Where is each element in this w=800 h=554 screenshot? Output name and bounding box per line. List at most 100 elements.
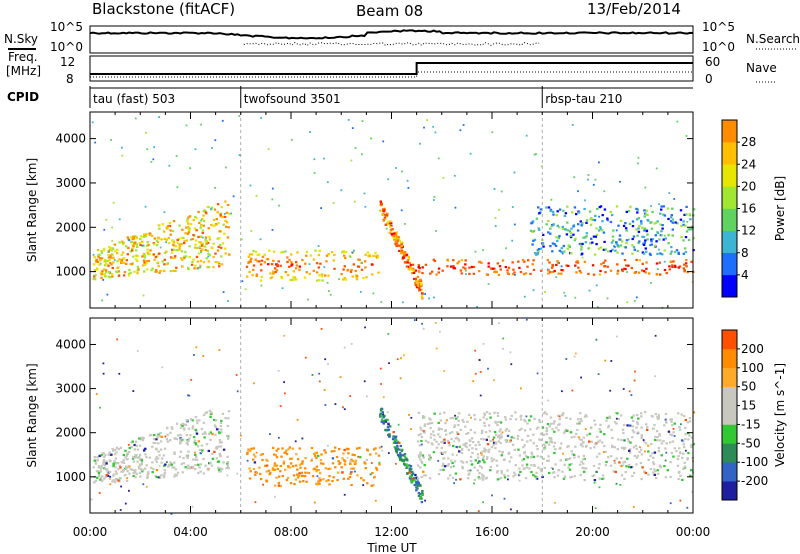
vel-echo-cell [461, 467, 464, 470]
vel-echo-cell [194, 468, 197, 471]
power-echo-cell [415, 286, 419, 289]
power-echo-cell [227, 300, 229, 302]
vel-echo-cell [209, 431, 212, 434]
power-echo-cell [178, 224, 181, 227]
power-echo-cell [126, 253, 129, 256]
power-echo-cell [584, 199, 586, 202]
power-echo-cell [204, 236, 208, 239]
vel-echo-cell [439, 419, 443, 422]
y-tick-label: 4000 [55, 337, 86, 351]
power-echo-cell [188, 230, 191, 233]
vel-echo-cell [507, 478, 509, 481]
vel-echo-cell [570, 462, 573, 466]
vel-echo-cell [496, 471, 499, 474]
power-echo-cell [650, 205, 652, 207]
vel-echo-cell [481, 429, 484, 432]
power-echo-cell [111, 247, 114, 250]
power-echo-cell [655, 240, 658, 243]
vel-echo-cell [119, 509, 122, 511]
power-echo-cell [318, 279, 321, 282]
power-echo-cell [579, 220, 582, 223]
power-echo-cell [313, 172, 316, 174]
power-echo-cell [636, 211, 639, 214]
power-echo-cell [129, 241, 133, 244]
vel-echo-cell [354, 461, 357, 464]
power-echo-cell [617, 224, 620, 227]
vel-echo-cell [445, 419, 449, 422]
power-echo-cell [591, 241, 594, 244]
vel-echo-cell [287, 448, 290, 451]
vel-echo-cell [101, 475, 104, 478]
power-echo-cell [145, 261, 148, 264]
vel-echo-cell [687, 452, 690, 455]
vel-echo-cell [593, 479, 597, 482]
power-echo-cell [379, 200, 382, 203]
power-echo-cell [188, 256, 191, 259]
power-echo-cell [312, 258, 316, 261]
vel-echo-cell [612, 470, 615, 473]
vel-echo-cell [126, 470, 129, 473]
power-echo-cell [395, 234, 399, 237]
vel-echo-cell [395, 441, 399, 445]
vel-echo-cell [490, 460, 494, 463]
vel-echo-cell [550, 440, 553, 443]
power-echo-cell [627, 264, 630, 267]
power-echo-cell [566, 205, 569, 208]
power-echo-cell [198, 245, 202, 249]
vel-echo-cell [217, 428, 220, 431]
power-echo-cell [165, 250, 168, 253]
vel-echo-cell [483, 421, 486, 424]
power-echo-cell [558, 235, 561, 238]
vel-echo-cell [112, 473, 116, 476]
vel-echo-cell [416, 480, 419, 483]
power-echo-cell [271, 187, 274, 190]
power-echo-cell [637, 156, 640, 159]
vel-echo-cell [313, 467, 316, 470]
vel-echo-cell [279, 464, 282, 468]
vel-echo-cell [456, 415, 459, 418]
vel-echo-cell [656, 469, 659, 472]
power-echo-cell [549, 245, 552, 248]
vel-echo-cell [301, 437, 304, 440]
power-echo-cell [223, 213, 226, 215]
power-echo-cell [417, 287, 421, 290]
power-echo-cell [109, 246, 112, 249]
vel-echo-cell [246, 451, 249, 454]
power-echo-cell [536, 249, 540, 252]
power-echo-cell [327, 253, 330, 256]
vel-echo-cell [518, 429, 521, 432]
power-echo-cell [678, 265, 682, 268]
vel-echo-cell [169, 461, 172, 464]
vel-echo-cell [99, 478, 102, 481]
power-echo-cell [452, 266, 455, 269]
power-echo-cell [181, 228, 184, 231]
vel-echo-cell [105, 468, 108, 471]
vel-echo-cell [117, 479, 120, 482]
power-colorbar-swatch [722, 252, 737, 276]
vel-echo-cell [430, 433, 433, 436]
power-echo-cell [147, 243, 150, 247]
power-echo-cell [155, 244, 159, 247]
vel-echo-cell [222, 461, 225, 464]
power-echo-cell [250, 253, 254, 256]
vel-echo-cell [579, 443, 583, 446]
vel-echo-cell [217, 445, 221, 448]
power-echo-cell [391, 228, 394, 231]
vel-echo-cell [637, 417, 640, 420]
vel-echo-cell [514, 464, 517, 467]
vel-echo-cell [525, 463, 529, 466]
vel-echo-cell [678, 426, 681, 429]
power-echo-cell [121, 251, 125, 254]
power-echo-cell [637, 217, 640, 220]
power-echo-cell [682, 267, 685, 270]
vel-echo-cell [103, 477, 106, 480]
power-echo-cell [225, 225, 228, 228]
vel-echo-cell [348, 476, 352, 479]
vel-echo-cell [441, 465, 444, 468]
vel-echo-cell [215, 428, 219, 431]
vel-echo-cell [545, 426, 548, 430]
power-echo-cell [98, 253, 101, 256]
power-echo-cell [567, 264, 570, 267]
power-echo-cell [114, 250, 117, 253]
